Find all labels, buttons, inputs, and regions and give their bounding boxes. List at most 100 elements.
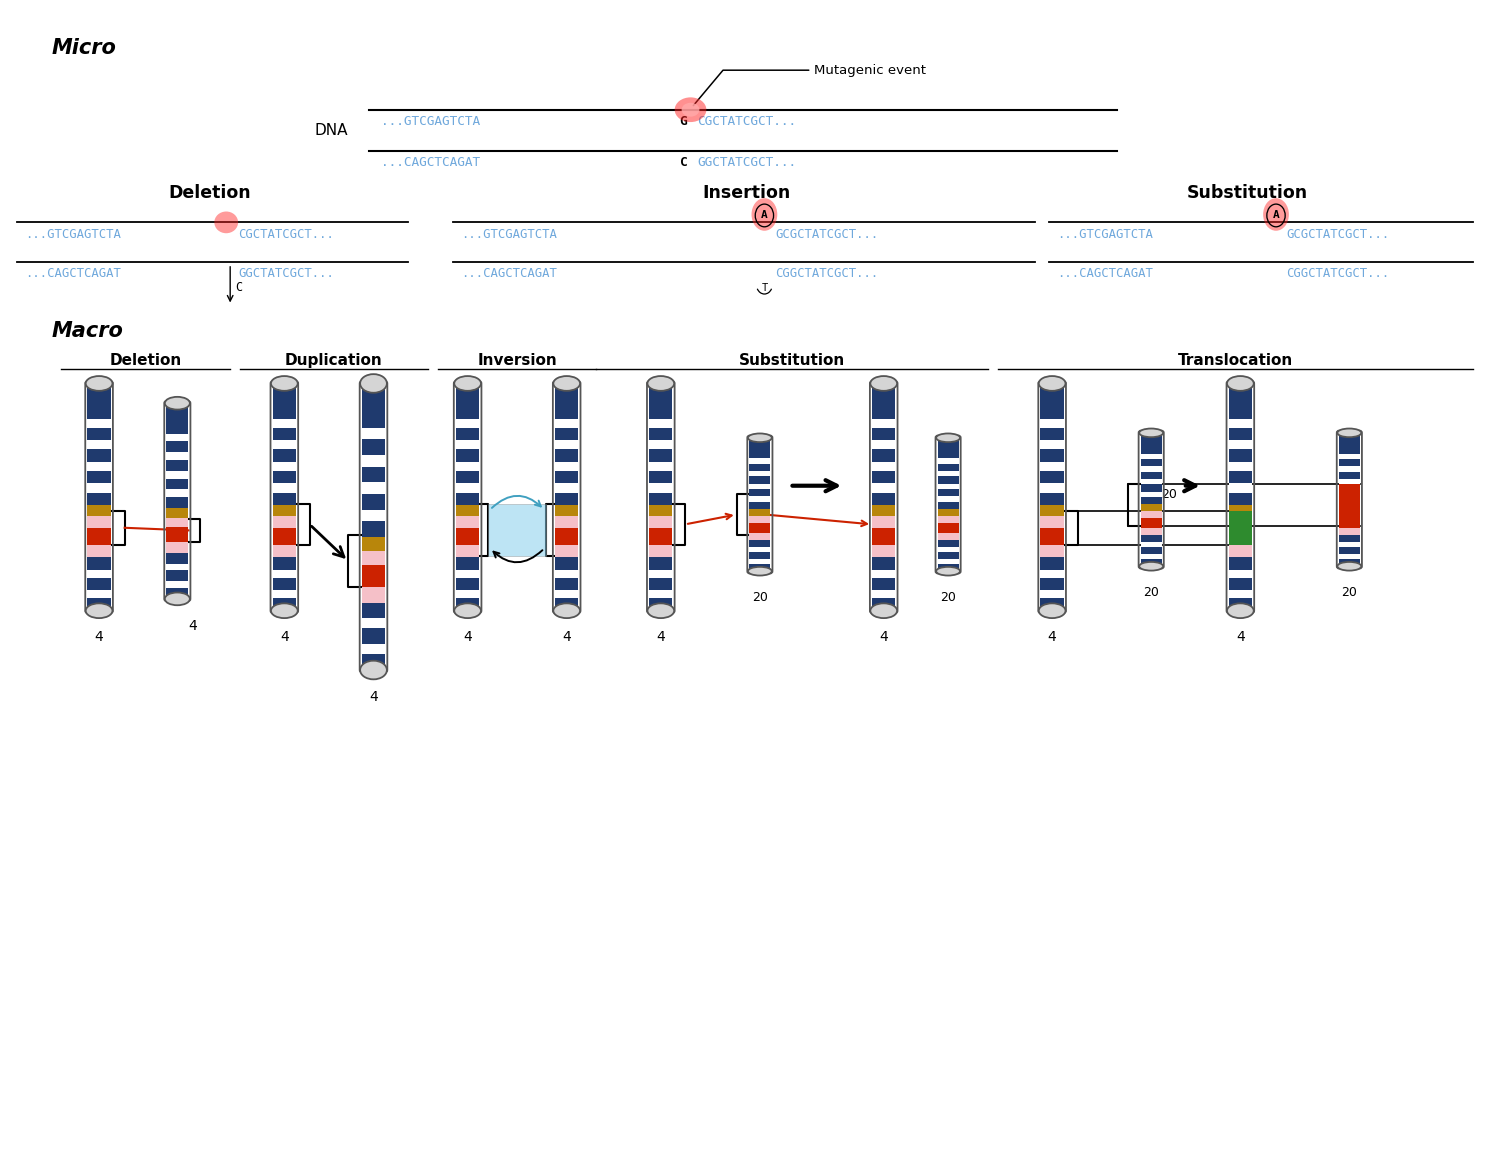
Bar [749, 502, 770, 509]
Text: 20: 20 [752, 592, 767, 604]
Bar [1041, 557, 1065, 570]
Bar [166, 508, 188, 517]
Text: Insertion: Insertion [702, 183, 790, 202]
Text: CGGCTATCGCT...: CGGCTATCGCT... [1285, 267, 1388, 280]
Bar [361, 383, 385, 670]
Bar [1229, 449, 1253, 462]
Ellipse shape [215, 212, 237, 233]
Bar [749, 560, 770, 563]
Bar [649, 383, 672, 610]
Bar [1041, 544, 1065, 557]
Bar [1229, 577, 1253, 590]
Bar [872, 419, 896, 428]
Bar [749, 509, 770, 516]
Bar [1339, 559, 1360, 567]
Bar [1339, 510, 1360, 517]
Bar [649, 528, 672, 544]
Bar [88, 599, 110, 610]
Ellipse shape [870, 376, 897, 390]
Ellipse shape [164, 396, 190, 409]
Ellipse shape [554, 603, 581, 619]
Bar [938, 563, 959, 572]
Bar [749, 533, 770, 540]
Bar [361, 619, 385, 628]
Bar [872, 428, 896, 440]
Bar [649, 577, 672, 590]
Bar [166, 542, 188, 553]
Bar [938, 533, 959, 540]
Bar [1339, 497, 1360, 505]
Text: 20: 20 [1144, 586, 1159, 599]
Ellipse shape [164, 593, 190, 606]
Ellipse shape [270, 376, 297, 390]
Bar [273, 544, 296, 557]
Bar [455, 505, 479, 516]
Bar [872, 528, 896, 544]
Bar [361, 536, 385, 552]
Bar [1229, 599, 1253, 610]
Ellipse shape [748, 567, 772, 575]
Bar [938, 560, 959, 563]
Text: 20: 20 [941, 592, 956, 604]
Bar [1339, 454, 1360, 459]
Bar [1339, 472, 1360, 479]
Bar [938, 540, 959, 547]
Bar [749, 437, 770, 459]
Bar [649, 505, 672, 516]
Bar [555, 570, 578, 577]
Bar [1339, 542, 1360, 547]
Bar [273, 570, 296, 577]
Bar [649, 383, 672, 419]
Bar [1339, 517, 1360, 528]
Text: Substitution: Substitution [739, 353, 845, 368]
Bar [749, 552, 770, 560]
Bar [88, 419, 110, 428]
Bar [361, 587, 385, 602]
Bar [872, 590, 896, 599]
Text: 4: 4 [563, 630, 570, 644]
Bar [88, 470, 110, 483]
Text: Deletion: Deletion [109, 353, 182, 368]
Ellipse shape [85, 603, 112, 619]
Bar [1141, 559, 1162, 567]
Bar [1339, 492, 1360, 497]
Bar [649, 449, 672, 462]
Bar [872, 599, 896, 610]
Text: 4: 4 [879, 630, 888, 644]
Bar [872, 470, 896, 483]
Bar [361, 602, 385, 619]
Text: 4: 4 [188, 619, 197, 633]
Bar [649, 462, 672, 470]
Ellipse shape [936, 567, 960, 575]
Bar [555, 383, 578, 610]
Bar [361, 383, 385, 428]
Bar [273, 440, 296, 449]
Bar [1339, 466, 1360, 472]
Bar [361, 467, 385, 482]
Ellipse shape [1263, 199, 1288, 230]
Bar [1141, 492, 1162, 497]
Bar [455, 544, 479, 557]
Bar [1141, 528, 1162, 535]
Bar [166, 403, 188, 434]
Bar [649, 428, 672, 440]
Bar [938, 552, 959, 560]
Text: GCGCTATCGCT...: GCGCTATCGCT... [1285, 228, 1388, 241]
Text: A: A [1272, 211, 1280, 220]
Ellipse shape [454, 603, 481, 619]
Bar [1141, 485, 1162, 492]
Text: T: T [761, 282, 767, 293]
Bar [872, 544, 896, 557]
Bar [749, 540, 770, 547]
Bar [455, 516, 479, 528]
Bar [1229, 544, 1253, 557]
Bar [872, 462, 896, 470]
Ellipse shape [360, 661, 387, 680]
Bar [1141, 433, 1162, 454]
Bar [1141, 535, 1162, 542]
Bar [1339, 479, 1360, 485]
Bar [1229, 470, 1253, 483]
Ellipse shape [1338, 428, 1362, 437]
Bar [1339, 459, 1360, 466]
Bar [872, 516, 896, 528]
